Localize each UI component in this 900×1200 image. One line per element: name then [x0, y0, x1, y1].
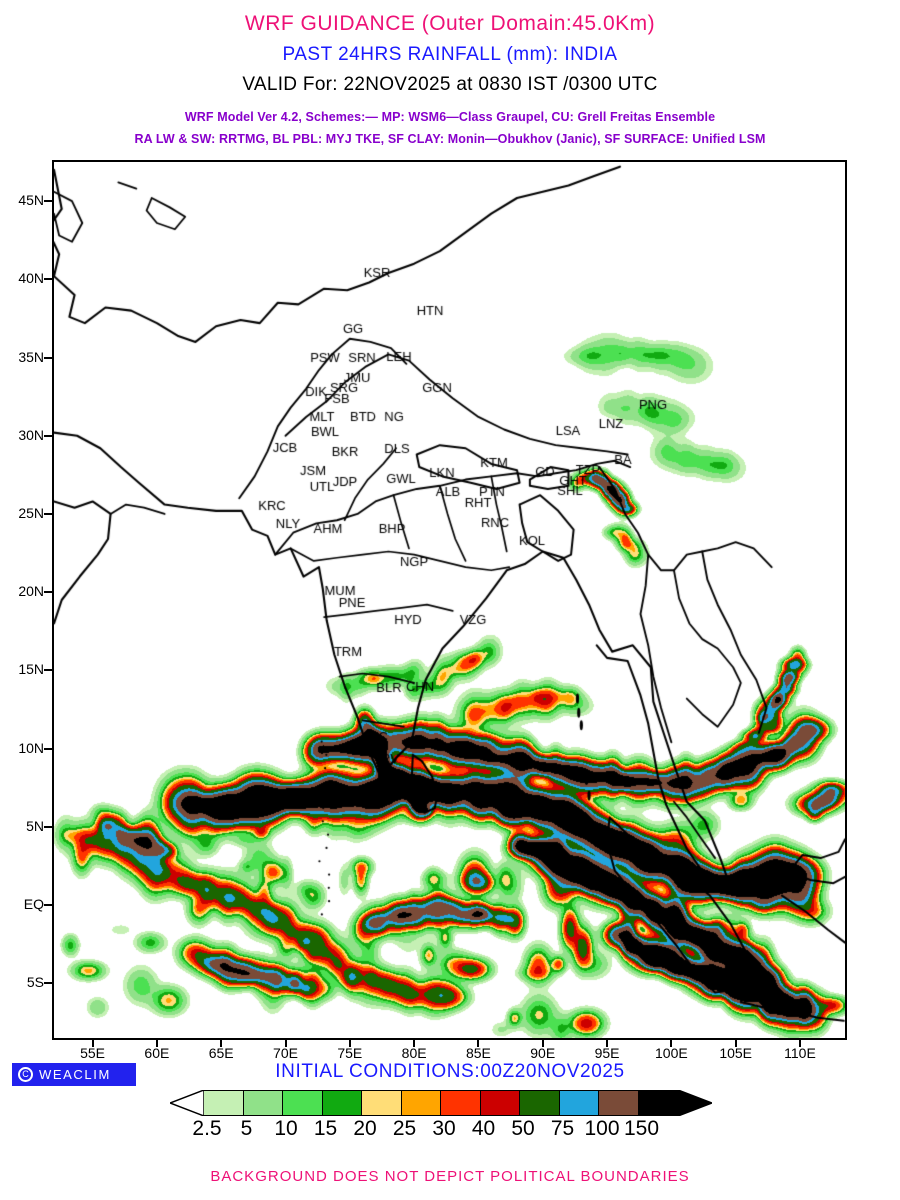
- lon-tick-label-60E: 60E: [144, 1045, 170, 1061]
- lat-tick-mark: [44, 747, 52, 750]
- colorbar-tick-25: 25: [392, 1117, 417, 1140]
- lon-tick-mark: [670, 1040, 673, 1047]
- weaclim-logo-badge[interactable]: C WEACLIM: [12, 1063, 136, 1086]
- colorbar-tick-10: 10: [274, 1117, 298, 1140]
- lon-tick-label-95E: 95E: [594, 1045, 620, 1061]
- model-config-line-1: WRF Model Ver 4.2, Schemes:— MP: WSM6—Cl…: [184, 110, 716, 124]
- rainfall-map[interactable]: [52, 160, 847, 1040]
- lat-tick-label-15N: 15N: [18, 661, 44, 678]
- colorbar-swatch-20: [362, 1090, 402, 1116]
- lat-tick-label-30N: 30N: [18, 426, 44, 443]
- lon-tick-mark: [413, 1040, 416, 1047]
- lon-tick-label-65E: 65E: [208, 1045, 234, 1061]
- colorbar-tick-150: 150: [623, 1117, 660, 1140]
- precipitation-field-canvas: [54, 162, 845, 1038]
- lat-tick-mark: [44, 512, 52, 515]
- colorbar-under-cap: [170, 1090, 204, 1116]
- colorbar-swatch-150: [638, 1090, 678, 1116]
- lat-tick-label-10N: 10N: [18, 739, 44, 756]
- lon-tick-mark: [155, 1040, 158, 1047]
- lat-tick-label-45N: 45N: [18, 192, 44, 209]
- lon-tick-mark: [798, 1040, 801, 1047]
- lat-tick-mark: [44, 825, 52, 828]
- colorbar-swatch-15: [322, 1090, 362, 1116]
- colorbar-tick-15: 15: [313, 1117, 338, 1140]
- colorbar-swatch-40: [480, 1090, 520, 1116]
- lon-tick-label-100E: 100E: [655, 1045, 688, 1061]
- lon-tick-label-75E: 75E: [337, 1045, 363, 1061]
- colorbar-tick-20: 20: [353, 1117, 377, 1140]
- lat-tick-label-5S: 5S: [26, 974, 44, 991]
- lat-tick-mark: [44, 904, 52, 907]
- lat-tick-mark: [44, 356, 52, 359]
- lat-tick-mark: [44, 591, 52, 594]
- colorbar-tick-labels: 2.5 5 10 15 20 25 30 40 50 75 100 150: [170, 1117, 730, 1145]
- colorbar-tick-2.5: 2.5: [192, 1117, 222, 1140]
- colorbar-swatch-50: [520, 1090, 560, 1116]
- lon-tick-label-110E: 110E: [784, 1045, 816, 1061]
- lat-tick-mark: [44, 434, 52, 437]
- lon-tick-mark: [734, 1040, 737, 1047]
- rainfall-colorbar: 2.5 5 10 15 20 25 30 40 50 75 100 150: [170, 1090, 730, 1146]
- colorbar-tick-50: 50: [511, 1117, 535, 1140]
- colorbar-swatch-100: [599, 1090, 639, 1116]
- copyright-icon: C: [18, 1067, 33, 1082]
- lon-tick-label-105E: 105E: [719, 1045, 753, 1061]
- page-title-sub: PAST 24HRS RAINFALL (mm): INDIA: [282, 44, 618, 65]
- lon-tick-label-90E: 90E: [530, 1045, 556, 1061]
- valid-time-label: VALID For: 22NOV2025 at 0830 IST /0300 U…: [242, 74, 658, 95]
- lon-tick-mark: [348, 1040, 351, 1047]
- lon-tick-label-55E: 55E: [80, 1045, 106, 1061]
- colorbar-swatch-30: [441, 1090, 481, 1116]
- weaclim-label: WEACLIM: [39, 1067, 111, 1082]
- lat-tick-mark: [44, 278, 52, 281]
- colorbar-tick-40: 40: [471, 1117, 496, 1140]
- lat-tick-label-20N: 20N: [18, 583, 44, 600]
- colorbar-swatch-75: [559, 1090, 599, 1116]
- initial-conditions-label: INITIAL CONDITIONS:00Z20NOV2025: [275, 1061, 625, 1082]
- colorbar-swatch-25: [401, 1090, 441, 1116]
- colorbar-tick-75: 75: [550, 1117, 575, 1140]
- colorbar-swatches: [170, 1090, 712, 1116]
- colorbar-over-cap: [678, 1090, 712, 1116]
- lat-tick-mark: [44, 982, 52, 985]
- lon-tick-mark: [91, 1040, 94, 1047]
- lon-tick-mark: [284, 1040, 287, 1047]
- lon-tick-mark: [477, 1040, 480, 1047]
- colorbar-tick-30: 30: [432, 1117, 456, 1140]
- lon-tick-label-70E: 70E: [273, 1045, 298, 1061]
- lat-tick-mark: [44, 200, 52, 203]
- colorbar-tick-100: 100: [584, 1117, 620, 1140]
- model-config-line-2: RA LW & SW: RRTMG, BL PBL: MYJ TKE, SF C…: [134, 132, 766, 146]
- lat-tick-label-25N: 25N: [18, 504, 44, 521]
- colorbar-tick-5: 5: [240, 1117, 253, 1140]
- lon-tick-label-85E: 85E: [465, 1045, 491, 1061]
- disclaimer-label: BACKGROUND DOES NOT DEPICT POLITICAL BOU…: [210, 1168, 690, 1185]
- colorbar-swatch-10: [283, 1090, 323, 1116]
- lat-tick-label-35N: 35N: [18, 348, 44, 365]
- lon-tick-mark: [541, 1040, 544, 1047]
- lon-tick-mark: [220, 1040, 223, 1047]
- lat-tick-label-40N: 40N: [18, 270, 44, 287]
- lat-tick-label-5N: 5N: [26, 817, 44, 834]
- lon-tick-label-80E: 80E: [401, 1045, 427, 1061]
- lat-tick-mark: [44, 669, 52, 672]
- lat-tick-label-EQ: EQ: [23, 896, 44, 913]
- lon-tick-mark: [606, 1040, 609, 1047]
- colorbar-swatch-2.5: [204, 1090, 244, 1116]
- page-title-main: WRF GUIDANCE (Outer Domain:45.0Km): [244, 12, 656, 35]
- colorbar-swatch-5: [243, 1090, 283, 1116]
